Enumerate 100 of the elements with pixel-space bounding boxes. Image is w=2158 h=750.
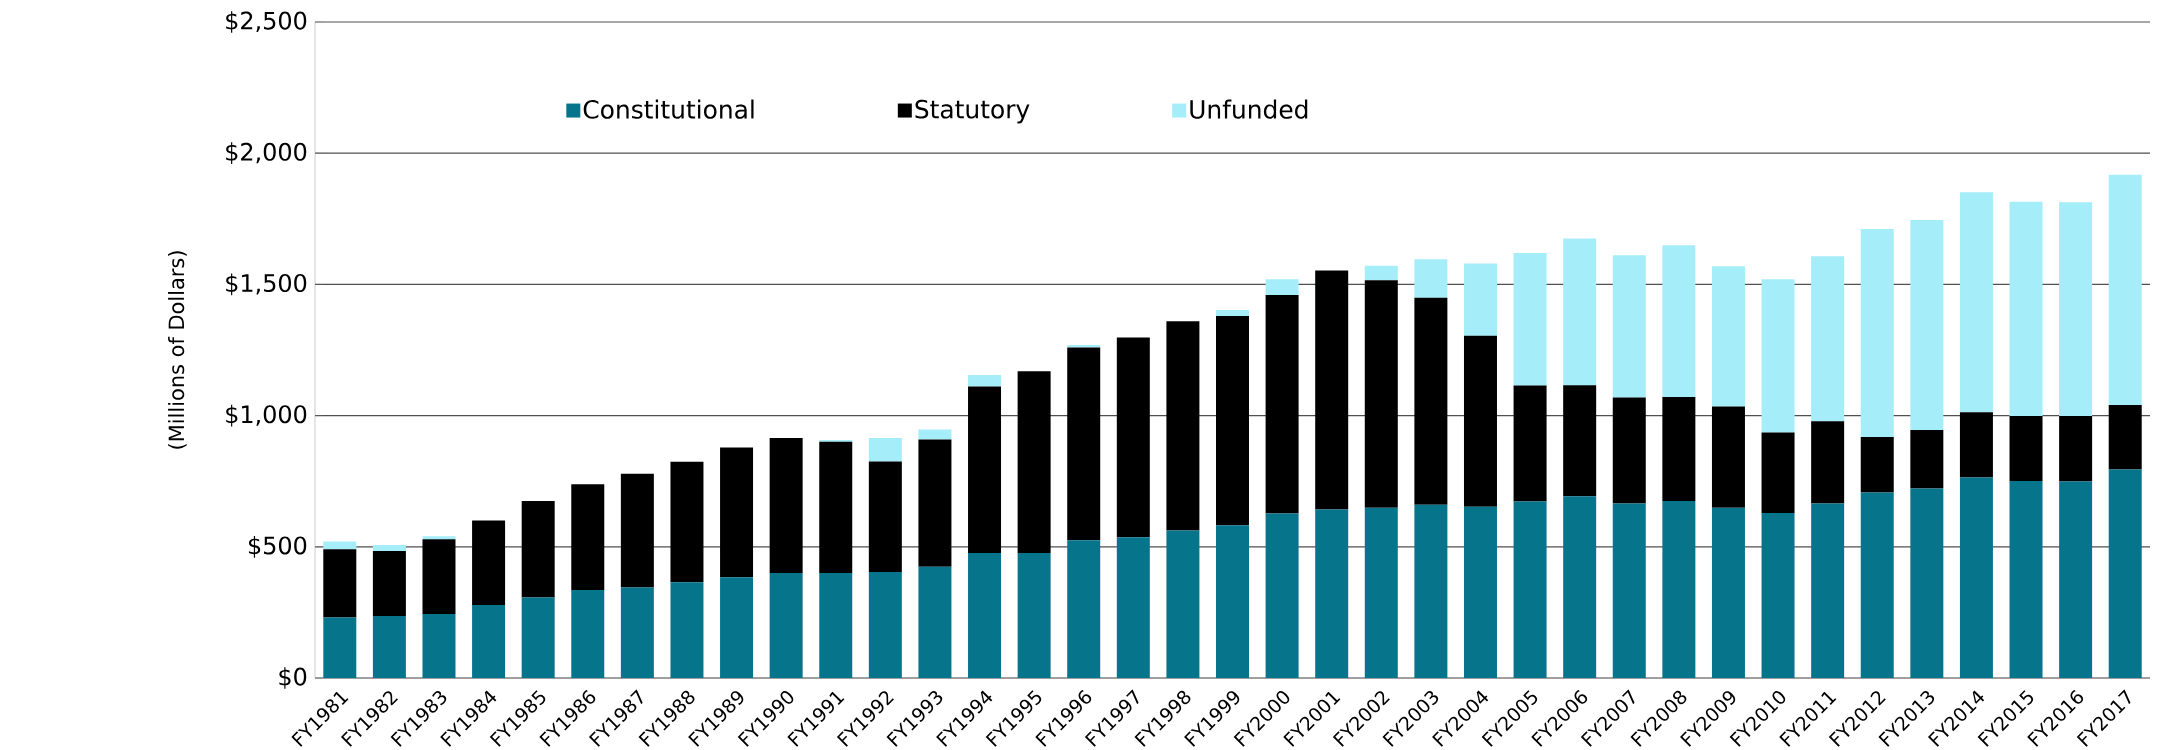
- bar: [323, 549, 357, 618]
- legend-label: Unfunded: [1190, 99, 1308, 119]
- bar: [1860, 492, 1894, 678]
- bar: [2009, 480, 2043, 678]
- y-tick-label: $1,000: [226, 404, 307, 427]
- bar: [422, 539, 456, 614]
- bar: [1612, 255, 1646, 398]
- y-tick-label: $1,500: [226, 273, 307, 296]
- bar: [1563, 496, 1597, 678]
- y-tick-label: $0: [279, 667, 307, 689]
- bar: [1711, 507, 1745, 678]
- bar: [1860, 229, 1894, 438]
- bar: [1662, 500, 1696, 678]
- bar: [968, 553, 1002, 678]
- bar: [1563, 385, 1597, 497]
- bar: [571, 484, 605, 591]
- bar: [1662, 245, 1696, 397]
- bar: [1166, 321, 1200, 531]
- bar: [968, 374, 1002, 387]
- bar: [1811, 256, 1845, 422]
- bar: [1959, 192, 1993, 413]
- legend-label: Statutory: [915, 99, 1030, 124]
- bar: [1414, 297, 1448, 505]
- bar: [1067, 540, 1101, 678]
- bar: [819, 441, 853, 574]
- bar: [1910, 488, 1944, 678]
- bar: [2059, 202, 2093, 417]
- legend-label: Constitutional: [583, 99, 754, 119]
- y-tick-label: $500: [248, 535, 307, 558]
- bar: [620, 473, 654, 588]
- bar: [1463, 506, 1497, 678]
- bar: [1463, 263, 1497, 336]
- bar: [571, 590, 605, 678]
- bar: [422, 536, 456, 540]
- bar: [1017, 371, 1051, 554]
- bar: [1116, 337, 1150, 538]
- bar: [2108, 174, 2142, 406]
- bar: [1860, 437, 1894, 493]
- bar: [1216, 315, 1249, 526]
- bar: [1513, 501, 1547, 678]
- bar: [1563, 238, 1597, 386]
- bar: [868, 571, 902, 678]
- bar: [1364, 280, 1398, 508]
- bar: [1265, 294, 1299, 514]
- bar: [1513, 252, 1547, 386]
- bar: [422, 613, 456, 678]
- bar: [472, 520, 506, 606]
- bar: [472, 605, 506, 678]
- bar: [1017, 553, 1051, 678]
- bar: [323, 617, 357, 678]
- bar: [1711, 406, 1745, 508]
- bar: [720, 447, 754, 578]
- bar: [769, 573, 803, 678]
- bar: [1364, 507, 1398, 678]
- y-axis-title: (Millions of Dollars): [168, 251, 187, 449]
- bar: [372, 544, 406, 551]
- bar: [1910, 220, 1944, 431]
- bar: [1959, 412, 1993, 478]
- bar: [1166, 530, 1200, 678]
- bar: [1067, 347, 1101, 541]
- bar: [1711, 266, 1745, 407]
- bar: [521, 500, 555, 598]
- bar: [2059, 416, 2093, 482]
- bar: [1811, 503, 1845, 678]
- bar: [372, 551, 406, 617]
- bar: [1761, 432, 1795, 513]
- bar: [968, 386, 1002, 554]
- bar: [1959, 477, 1993, 678]
- y-tick-label: $2,000: [226, 142, 307, 165]
- bar: [1315, 270, 1349, 510]
- bar: [670, 461, 704, 583]
- bar: [918, 439, 952, 567]
- bar: [670, 582, 704, 678]
- bar: [1364, 265, 1398, 281]
- bar: [1761, 512, 1795, 678]
- bar: [1513, 385, 1547, 502]
- bar: [868, 437, 902, 462]
- bar: [323, 541, 357, 550]
- bar: [819, 573, 853, 678]
- bar: [1216, 525, 1249, 678]
- bar: [521, 597, 555, 678]
- bar: [2108, 469, 2142, 678]
- bar: [1414, 259, 1448, 298]
- bar: [1414, 504, 1448, 678]
- bar: [1612, 503, 1646, 678]
- bar: [720, 577, 754, 678]
- bar: [2009, 201, 2043, 417]
- bar: [918, 429, 952, 440]
- bar: [2108, 405, 2142, 470]
- y-tick-label: $2,500: [226, 11, 307, 33]
- bar: [1910, 430, 1944, 489]
- bar: [769, 437, 803, 574]
- bar: [1662, 396, 1696, 501]
- bar: [1463, 335, 1497, 507]
- bar: [1811, 421, 1845, 504]
- bar: [1612, 397, 1646, 504]
- bar: [868, 461, 902, 572]
- bar: [1761, 279, 1795, 433]
- bar: [918, 566, 952, 678]
- bar: [2009, 416, 2043, 481]
